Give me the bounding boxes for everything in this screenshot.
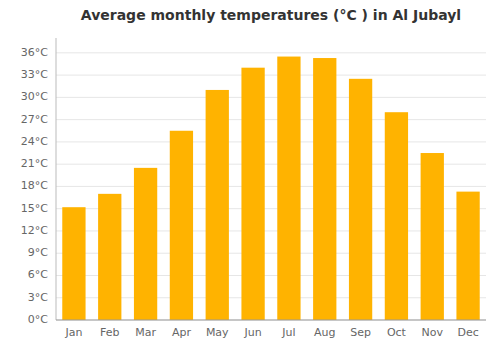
grid-line bbox=[56, 320, 486, 321]
y-tick-label: 36°C bbox=[21, 46, 48, 59]
y-tick-label: 33°C bbox=[21, 68, 48, 81]
x-tick-label: Mar bbox=[135, 326, 156, 339]
bars bbox=[62, 57, 479, 320]
grid bbox=[56, 53, 486, 320]
bar bbox=[456, 192, 479, 320]
x-tick-label: May bbox=[206, 326, 229, 339]
chart-svg: Average monthly temperatures (°C ) in Al… bbox=[0, 0, 500, 350]
y-tick-label: 18°C bbox=[21, 179, 48, 192]
bar bbox=[313, 58, 336, 320]
y-tick-label: 24°C bbox=[21, 135, 48, 148]
bar bbox=[206, 90, 229, 320]
x-tick-label: Jan bbox=[64, 326, 82, 339]
x-tick-label: Apr bbox=[172, 326, 192, 339]
bar bbox=[421, 153, 444, 320]
x-tick-label: Jun bbox=[243, 326, 261, 339]
y-tick-label: 21°C bbox=[21, 157, 48, 170]
chart-container: Average monthly temperatures (°C ) in Al… bbox=[0, 0, 500, 350]
x-tick-label: Feb bbox=[100, 326, 119, 339]
y-axis: 0°C 3°C 6°C 9°C 12°C 15°C 18°C 21°C 24°C 27°C 30°C… bbox=[21, 38, 56, 326]
bar bbox=[385, 112, 408, 320]
grid-line bbox=[56, 75, 486, 76]
y-tick-label: 9°C bbox=[28, 246, 48, 259]
x-tick-label: Aug bbox=[314, 326, 335, 339]
grid-line bbox=[56, 119, 486, 120]
x-tick-label: Sep bbox=[350, 326, 371, 339]
y-tick-label: 3°C bbox=[28, 291, 48, 304]
grid-line bbox=[56, 52, 486, 53]
x-axis: Jan Feb Mar Apr May Jun Jul Aug Sep Oct Nov Dec bbox=[56, 320, 486, 339]
x-tick-label: Jul bbox=[281, 326, 295, 339]
y-tick-label: 30°C bbox=[21, 90, 48, 103]
bar bbox=[170, 131, 193, 320]
y-tick-label: 6°C bbox=[28, 268, 48, 281]
bar bbox=[277, 57, 300, 320]
x-axis-line bbox=[56, 320, 486, 321]
grid-line bbox=[56, 97, 486, 98]
y-axis-line bbox=[56, 38, 57, 320]
bar bbox=[241, 68, 264, 320]
y-tick-label: 27°C bbox=[21, 113, 48, 126]
chart-title: Average monthly temperatures (°C ) in Al… bbox=[81, 7, 461, 23]
bar bbox=[349, 79, 372, 320]
bar bbox=[62, 207, 85, 320]
x-tick-label: Oct bbox=[387, 326, 407, 339]
bar bbox=[98, 194, 121, 320]
x-tick-label: Dec bbox=[457, 326, 478, 339]
y-tick-label: 15°C bbox=[21, 202, 48, 215]
y-tick-label: 0°C bbox=[28, 313, 48, 326]
x-tick-label: Nov bbox=[422, 326, 444, 339]
bar bbox=[134, 168, 157, 320]
y-tick-label: 12°C bbox=[21, 224, 48, 237]
grid-line bbox=[56, 141, 486, 142]
